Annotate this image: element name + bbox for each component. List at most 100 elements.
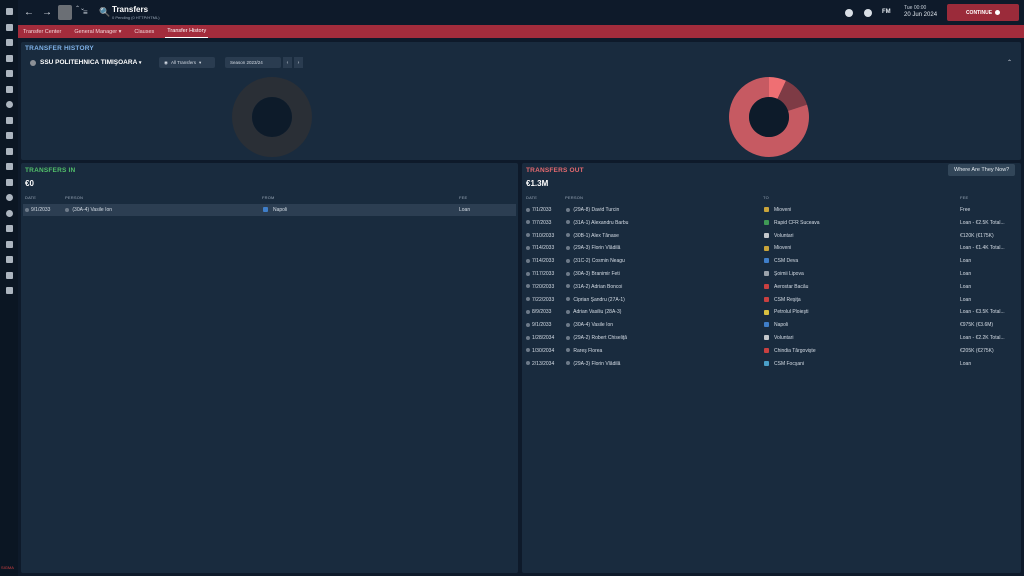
- donut-slice[interactable]: [729, 77, 809, 157]
- col-date[interactable]: DATE: [25, 195, 37, 200]
- club-selector[interactable]: SSU POLITEHNICA TIMIŞOARA ▾: [40, 59, 141, 66]
- row-person-cell[interactable]: (30A-4) Vasile Ion: [65, 207, 112, 213]
- row-person-cell[interactable]: (31A-2) Adrian Boncoi: [566, 284, 622, 290]
- season-dropdown[interactable]: Season 2023/24: [225, 57, 281, 68]
- row-club-cell[interactable]: Mioveni: [764, 207, 791, 213]
- col-date[interactable]: DATE: [526, 195, 538, 200]
- where-are-they-now-button[interactable]: Where Are They Now?: [948, 164, 1016, 176]
- ball-icon[interactable]: [845, 9, 853, 17]
- table-row[interactable]: 2/13/2034 (29A-3) Florin Vlădilă CSM Focş…: [524, 358, 1019, 370]
- inbox-icon[interactable]: [0, 20, 18, 36]
- medical-icon[interactable]: [0, 144, 18, 160]
- back-icon[interactable]: ←: [24, 7, 34, 18]
- help-icon[interactable]: [864, 9, 872, 17]
- row-club-cell[interactable]: Petrolul Ploieşti: [764, 309, 808, 315]
- tab-clauses[interactable]: Clauses: [134, 28, 155, 35]
- table-row[interactable]: 7/20/2033 (31A-2) Adrian Boncoi Aerostar …: [524, 281, 1019, 293]
- row-fee-cell: Loan: [960, 258, 971, 264]
- collapse-icon[interactable]: ⌃: [1007, 60, 1013, 66]
- table-row[interactable]: 9/1/2033 (30A-4) Vasile Ion Napoli Loan: [23, 204, 516, 216]
- finance-icon[interactable]: [0, 252, 18, 268]
- fm-logo[interactable]: FM: [882, 9, 891, 15]
- row-person-cell[interactable]: (30B-1) Alex Tănase: [566, 233, 619, 239]
- row-club-cell[interactable]: CSM Reşiţa: [764, 297, 801, 303]
- table-row[interactable]: 1/28/2034 (29A-2) Robert Chiseliţă Volunt…: [524, 332, 1019, 344]
- row-club-cell[interactable]: Rapid CFR Suceava: [764, 220, 820, 226]
- col-person[interactable]: PERSON: [65, 195, 84, 200]
- row-club-cell[interactable]: CSM Focşani: [764, 361, 804, 367]
- club-crest-icon[interactable]: [58, 5, 72, 20]
- globe-icon[interactable]: [0, 97, 18, 113]
- row-person-cell[interactable]: (31C-2) Cosmin Neagu: [566, 258, 625, 264]
- transfers-icon[interactable]: [0, 66, 18, 82]
- row-person-cell[interactable]: Adrian Vasiliu (28A-3): [566, 309, 621, 315]
- row-club-cell[interactable]: Mioveni: [764, 245, 791, 251]
- row-club-cell[interactable]: CSM Deva: [764, 258, 798, 264]
- group-icon[interactable]: [0, 283, 18, 299]
- row-person-cell[interactable]: (30A-3) Branimir Feti: [566, 271, 620, 277]
- notebook-icon[interactable]: [0, 82, 18, 98]
- search-icon[interactable]: 🔍: [99, 7, 111, 17]
- tab-transfer-history[interactable]: Transfer History: [165, 25, 209, 38]
- refresh-icon[interactable]: [0, 206, 18, 222]
- clipboard-icon[interactable]: [0, 51, 18, 67]
- row-date-cell: 7/14/2033: [526, 258, 554, 264]
- table-row[interactable]: 7/17/2033 (30A-3) Branimir Feti Şoimii Li…: [524, 268, 1019, 280]
- col-person[interactable]: PERSON: [565, 195, 584, 200]
- row-person-cell[interactable]: (31A-1) Alexandru Barbu: [566, 220, 628, 226]
- transfers-in-title: TRANSFERS IN: [25, 167, 76, 174]
- shield-icon[interactable]: [0, 221, 18, 237]
- people-icon[interactable]: [0, 128, 18, 144]
- table-row[interactable]: 7/14/2033 (29A-3) Florin Vlădilă Mioveni L…: [524, 242, 1019, 254]
- trophy-icon[interactable]: [0, 175, 18, 191]
- forward-icon[interactable]: →: [42, 7, 52, 18]
- prev-season-button[interactable]: ‹: [283, 57, 292, 68]
- table-row[interactable]: 8/9/2033 Adrian Vasiliu (28A-3) Petrolul …: [524, 306, 1019, 318]
- calendar-icon[interactable]: [0, 159, 18, 175]
- building-icon[interactable]: [0, 237, 18, 253]
- col-to[interactable]: TO: [763, 195, 769, 200]
- scout-search-icon[interactable]: [0, 190, 18, 206]
- table-row[interactable]: 7/10/2033 (30B-1) Alex Tănase Voluntari €1…: [524, 230, 1019, 242]
- row-club-cell[interactable]: Aerostar Bacău: [764, 284, 808, 290]
- next-season-button[interactable]: ›: [294, 57, 303, 68]
- col-from[interactable]: FROM: [262, 195, 275, 200]
- row-club-cell[interactable]: Şoimii Lipova: [764, 271, 804, 277]
- col-fee[interactable]: FEE: [960, 195, 969, 200]
- row-person-cell[interactable]: (29A-3) Florin Vlădilă: [566, 361, 620, 367]
- row-club-cell[interactable]: Voluntari: [764, 335, 793, 341]
- row-person-cell[interactable]: (29A-3) Florin Vlădilă: [566, 245, 620, 251]
- table-row[interactable]: 9/1/2033 (30A-4) Vasile Ion Napoli €975K (…: [524, 319, 1019, 331]
- squad-icon[interactable]: [0, 35, 18, 51]
- row-fee: Loan: [960, 271, 972, 277]
- row-person-cell[interactable]: Rareş Florea: [566, 348, 602, 354]
- tab-transfer-center[interactable]: Transfer Center: [23, 28, 62, 35]
- table-row[interactable]: 7/14/2033 (31C-2) Cosmin Neagu CSM Deva Lo…: [524, 255, 1019, 267]
- row-club-cell[interactable]: Voluntari: [764, 233, 793, 239]
- row-club-cell[interactable]: Napoli: [263, 207, 287, 213]
- row-fee: Loan: [459, 207, 471, 213]
- row-club-cell[interactable]: Napoli: [764, 322, 788, 328]
- menu-icon[interactable]: ≡: [83, 8, 88, 17]
- table-row[interactable]: 7/22/2033 Ciprian Şandru (27A-1) CSM Reşi…: [524, 294, 1019, 306]
- donut-slice[interactable]: [769, 77, 787, 99]
- home-icon[interactable]: [0, 4, 18, 20]
- chart-icon[interactable]: [0, 268, 18, 284]
- club-crest-icon: [764, 232, 769, 238]
- filter-dropdown[interactable]: ◉ All Transfers ▾: [159, 57, 215, 68]
- continue-button[interactable]: CONTINUE: [947, 4, 1019, 21]
- person-icon: [566, 246, 570, 251]
- row-person-cell[interactable]: Ciprian Şandru (27A-1): [566, 297, 625, 303]
- tab-general-manager[interactable]: General Manager ▾: [74, 28, 122, 35]
- updown-icon[interactable]: ⌃⌄: [75, 6, 86, 12]
- table-row[interactable]: 1/30/2034 Rareş Florea Chindia Târgovişte…: [524, 345, 1019, 357]
- row-person-cell[interactable]: (30A-4) Vasile Ion: [566, 322, 613, 328]
- donut-slice[interactable]: [777, 80, 808, 111]
- col-fee[interactable]: FEE: [459, 195, 468, 200]
- staff-icon[interactable]: [0, 113, 18, 129]
- row-person-cell[interactable]: (29A-8) David Turcin: [566, 207, 619, 213]
- row-person-cell[interactable]: (29A-2) Robert Chiseliţă: [566, 335, 627, 341]
- row-club-cell[interactable]: Chindia Târgovişte: [764, 348, 816, 354]
- table-row[interactable]: 7/7/2033 (31A-1) Alexandru Barbu Rapid CF…: [524, 217, 1019, 229]
- table-row[interactable]: 7/1/2033 (29A-8) David Turcin Mioveni Free: [524, 204, 1019, 216]
